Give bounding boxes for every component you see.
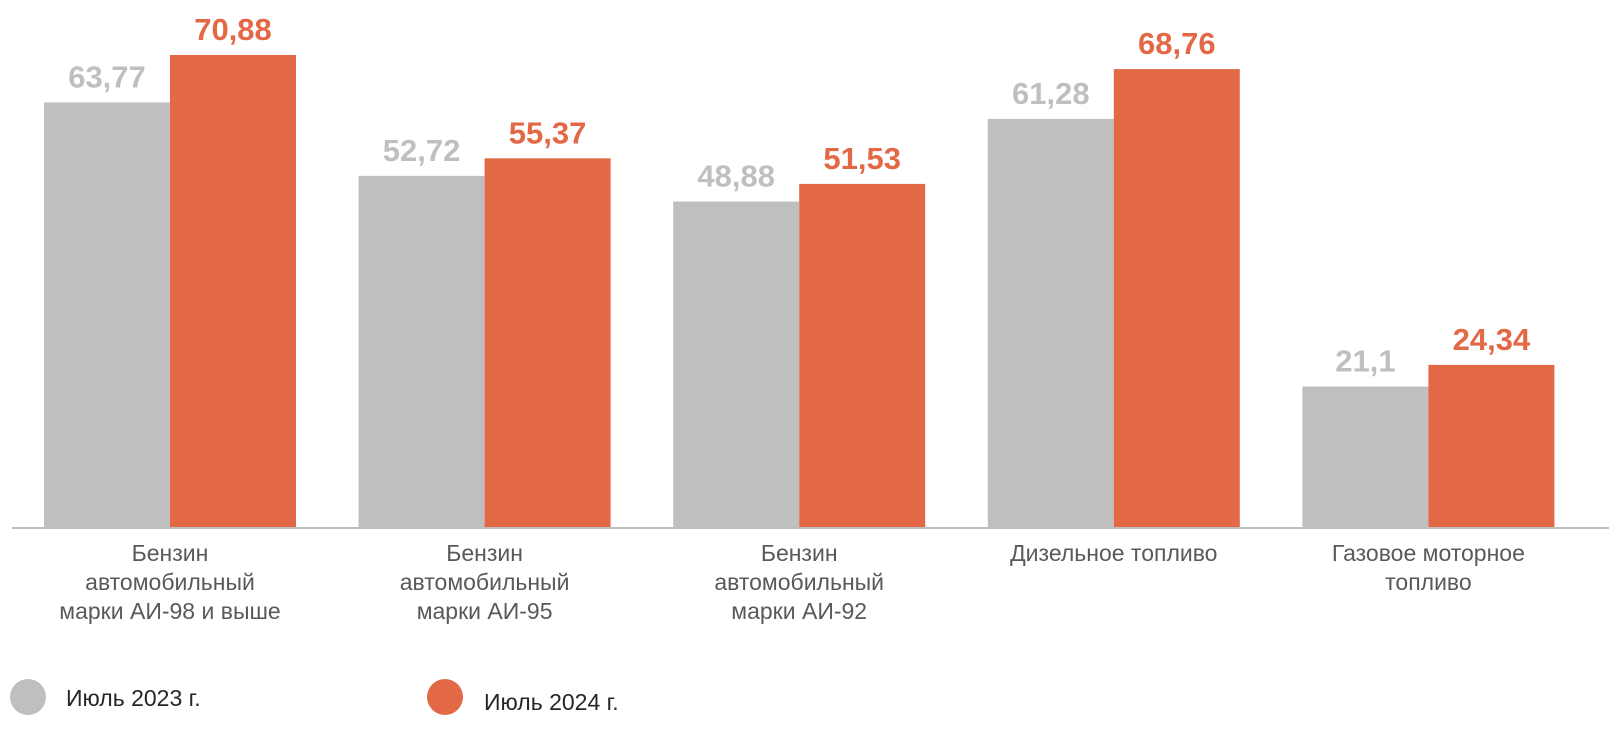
value-label-2023-cat-2: 48,88 xyxy=(697,159,775,194)
category-label-line: автомобильный xyxy=(400,569,570,595)
legend-swatch-2023 xyxy=(10,679,46,715)
bar-2023-cat-1 xyxy=(358,175,485,527)
value-label-2024-cat-4: 24,34 xyxy=(1453,322,1531,357)
bars-group xyxy=(44,55,1555,528)
legend-item-2023: Июль 2023 г. xyxy=(10,679,201,715)
legend-label-2023: Июль 2023 г. xyxy=(66,685,201,711)
category-label-line: Дизельное топливо xyxy=(1010,540,1217,566)
category-label-line: Газовое моторное xyxy=(1332,540,1525,566)
value-labels-group: 63,77 70,88 52,72 55,37 48,88 51,53 61,28 68,76… xyxy=(68,12,1531,379)
category-label-line: Бензин xyxy=(761,540,838,566)
category-label-4: Газовое моторное топливо xyxy=(1332,540,1525,595)
value-label-2023-cat-3: 61,28 xyxy=(1012,76,1090,111)
legend-label-2024: Июль 2024 г. xyxy=(484,689,619,715)
bar-2024-cat-0 xyxy=(170,55,296,527)
legend-item-2024: Июль 2024 г. xyxy=(427,679,619,715)
category-label-line: Бензин xyxy=(446,540,523,566)
category-label-line: автомобильный xyxy=(714,569,884,595)
value-label-2024-cat-1: 55,37 xyxy=(509,115,587,150)
bar-2023-cat-0 xyxy=(44,102,170,528)
legend: Июль 2023 г. Июль 2024 г. xyxy=(10,679,619,715)
category-label-line: топливо xyxy=(1385,569,1472,595)
bar-2023-cat-3 xyxy=(987,118,1114,528)
category-labels-group: Бензин автомобильный марки АИ-98 и вышеБен… xyxy=(59,540,1525,624)
value-label-2023-cat-0: 63,77 xyxy=(68,59,146,94)
category-label-line: марки АИ-95 xyxy=(417,598,553,624)
bar-2024-cat-1 xyxy=(484,158,611,528)
legend-swatch-2024 xyxy=(427,679,463,715)
value-label-2023-cat-1: 52,72 xyxy=(383,133,461,168)
bar-2024-cat-2 xyxy=(799,183,926,527)
category-label-line: автомобильный xyxy=(85,569,255,595)
value-label-2023-cat-4: 21,1 xyxy=(1335,344,1395,379)
value-label-2024-cat-0: 70,88 xyxy=(194,12,272,47)
category-label-line: марки АИ-92 xyxy=(731,598,867,624)
bar-2024-cat-3 xyxy=(1113,69,1240,527)
category-label-2: Бензин автомобильный марки АИ-92 xyxy=(714,540,884,624)
value-label-2024-cat-3: 68,76 xyxy=(1138,26,1216,61)
category-label-line: марки АИ-98 и выше xyxy=(59,598,280,624)
category-label-line: Бензин xyxy=(132,540,209,566)
bar-2023-cat-2 xyxy=(673,201,800,527)
category-label-3: Дизельное топливо xyxy=(1010,540,1217,566)
category-label-1: Бензин автомобильный марки АИ-95 xyxy=(400,540,570,624)
value-label-2024-cat-2: 51,53 xyxy=(823,141,901,176)
bar-2024-cat-4 xyxy=(1428,364,1555,527)
category-label-0: Бензин автомобильный марки АИ-98 и выше xyxy=(59,540,280,624)
bar-2023-cat-4 xyxy=(1302,386,1429,527)
